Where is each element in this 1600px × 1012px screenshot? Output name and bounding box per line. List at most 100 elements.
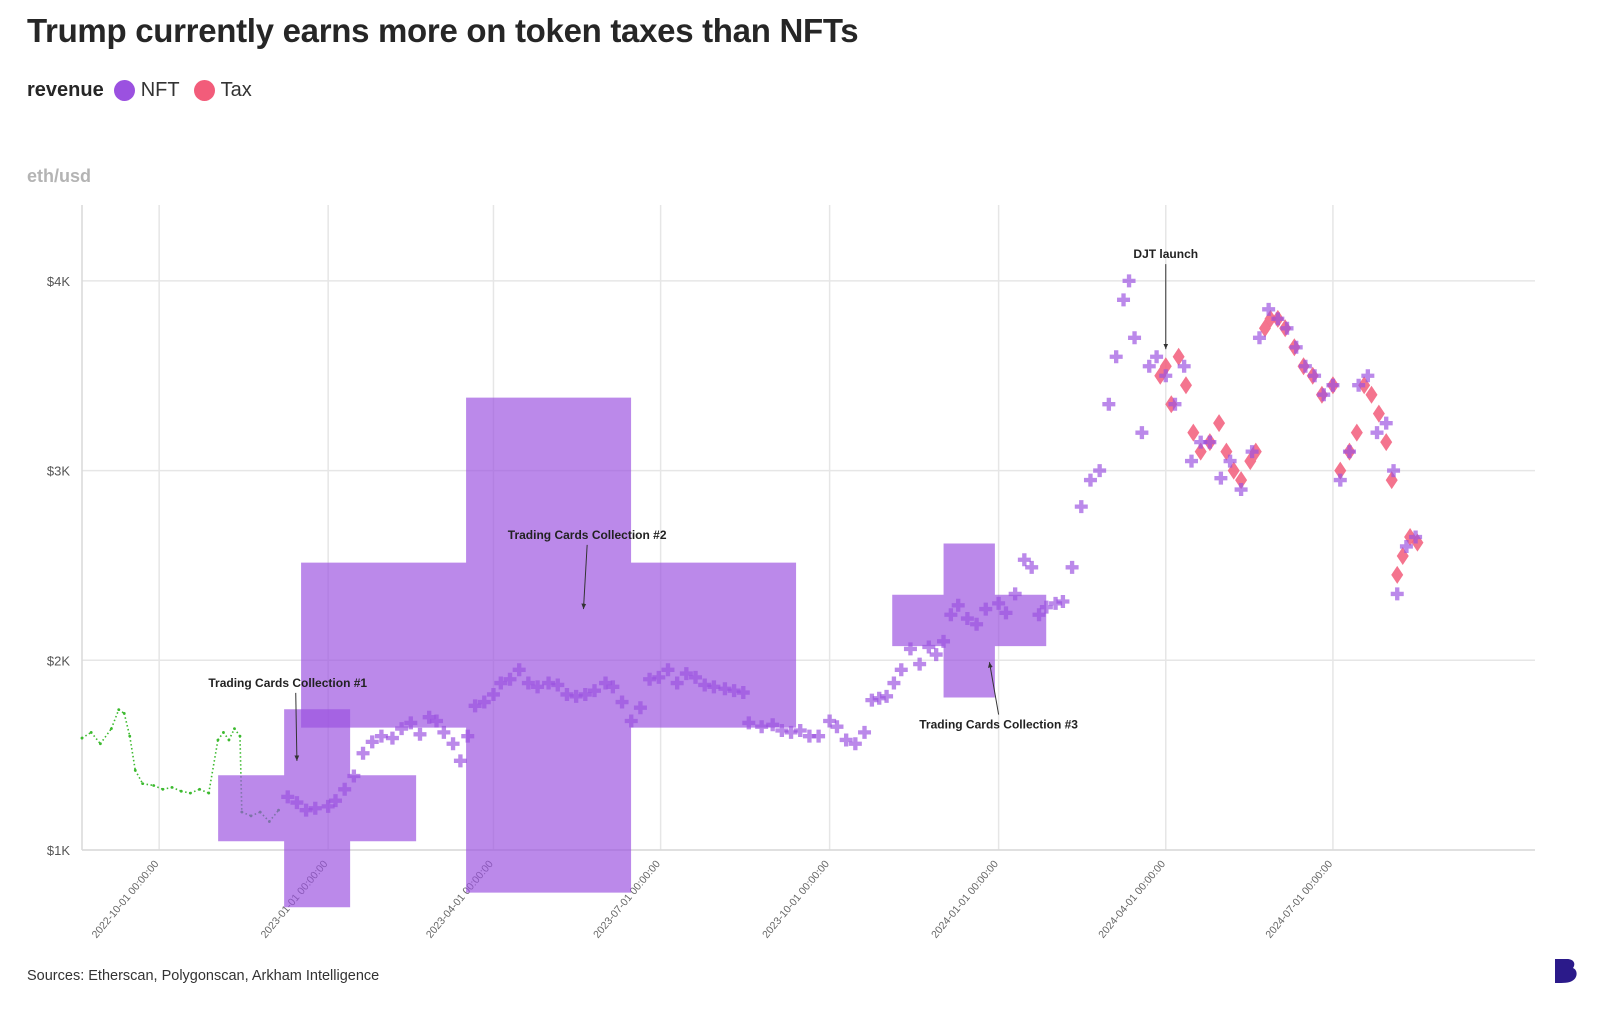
price-point xyxy=(80,736,84,740)
annotation-arrow xyxy=(294,692,300,761)
nft-point xyxy=(1008,587,1022,601)
nft-point xyxy=(385,731,399,745)
nft-point xyxy=(1214,471,1228,485)
price-point xyxy=(133,768,137,772)
nft-point xyxy=(1352,378,1366,392)
x-tick-label: 2022-10-01 00:00:00 xyxy=(90,858,162,940)
price-line-segment xyxy=(110,709,120,729)
price-point xyxy=(141,782,145,786)
nft-point xyxy=(468,699,482,713)
nft-point xyxy=(1399,539,1413,553)
nft-point xyxy=(446,737,460,751)
nft-point xyxy=(661,663,675,677)
tax-point xyxy=(1350,423,1363,442)
nft-point xyxy=(970,617,984,631)
nft-point xyxy=(1168,397,1182,411)
nft-point xyxy=(812,729,826,743)
nft-point xyxy=(1223,454,1237,468)
price-line-segment xyxy=(90,731,101,745)
nft-point xyxy=(1083,473,1097,487)
nft-point xyxy=(718,682,732,696)
price-point xyxy=(216,738,220,742)
nft-point xyxy=(793,723,807,737)
nft-point xyxy=(1379,416,1393,430)
price-line-segment xyxy=(222,731,230,741)
legend-item-nft[interactable]: NFT xyxy=(113,79,180,102)
nft-point xyxy=(624,714,638,728)
nft-point xyxy=(551,678,565,692)
annotation-arrow xyxy=(581,544,588,610)
price-point xyxy=(222,730,225,734)
nft-point xyxy=(512,663,526,677)
nft-point xyxy=(1262,302,1276,316)
nft-point xyxy=(698,678,712,692)
nft-point xyxy=(689,670,703,684)
nft-point xyxy=(1032,608,1046,622)
x-tick-label: 2024-07-01 00:00:00 xyxy=(1263,858,1335,940)
nft-point xyxy=(1109,350,1123,364)
nft-point xyxy=(1333,473,1347,487)
nft-point xyxy=(356,746,370,760)
nft-point xyxy=(727,684,741,698)
price-line-segment xyxy=(233,728,241,737)
nft-point xyxy=(1326,378,1340,392)
nft-point xyxy=(321,799,335,813)
nft-point xyxy=(929,648,943,662)
nft-point xyxy=(1234,483,1248,497)
price-point xyxy=(188,791,192,795)
nft-point xyxy=(775,723,789,737)
nft-point xyxy=(1102,397,1116,411)
price-line-segment xyxy=(199,788,210,794)
price-line-segment xyxy=(99,728,113,745)
price-line-segment xyxy=(153,784,164,791)
nft-point xyxy=(560,687,574,701)
legend-label-tax: Tax xyxy=(220,78,252,101)
nft-collection-markers xyxy=(218,397,1047,908)
nft-point xyxy=(1409,530,1423,544)
price-line-segment xyxy=(207,739,219,794)
nft-point xyxy=(802,729,816,743)
nft-point xyxy=(395,722,409,736)
nft-point xyxy=(1142,359,1156,373)
legend-item-tax[interactable]: Tax xyxy=(193,78,252,102)
nft-point xyxy=(1390,587,1404,601)
nft-point xyxy=(503,672,517,686)
nft-point xyxy=(1280,321,1294,335)
nft-point xyxy=(766,718,780,732)
annotation-label-4: DJT launch xyxy=(1133,247,1198,261)
price-point xyxy=(128,734,132,738)
annotation-label-1: Trading Cards Collection #1 xyxy=(208,676,367,690)
nft-point xyxy=(1308,369,1322,383)
nft-point xyxy=(1194,435,1208,449)
legend: revenue NFT Tax xyxy=(27,76,266,104)
nft-point xyxy=(1122,274,1136,288)
nft-point xyxy=(347,769,361,783)
nft-point xyxy=(903,642,917,656)
nft-point xyxy=(960,612,974,626)
tax-point xyxy=(1194,442,1207,461)
price-line-segment xyxy=(142,782,154,787)
tax-point xyxy=(1213,414,1226,433)
price-point xyxy=(89,730,93,734)
nft-point xyxy=(578,687,592,701)
nft-point xyxy=(1342,445,1356,459)
price-point xyxy=(117,708,121,712)
y-tick-label: $4K xyxy=(47,274,70,289)
nft-point xyxy=(736,686,750,700)
price-line-segment xyxy=(128,736,137,771)
y-tick-label: $3K xyxy=(47,464,70,479)
price-line-segment xyxy=(239,736,243,813)
nft-point xyxy=(880,689,894,703)
nft-point xyxy=(944,608,958,622)
x-tick-label: 2023-10-01 00:00:00 xyxy=(760,858,832,940)
price-line-segment xyxy=(81,731,92,739)
legend-swatch-nft xyxy=(113,79,135,101)
nft-point xyxy=(823,714,837,728)
nft-point xyxy=(606,680,620,694)
price-point xyxy=(233,727,236,730)
nft-point xyxy=(839,733,853,747)
price-line-segment xyxy=(217,731,225,741)
nft-point xyxy=(290,796,304,810)
x-tick-label: 2024-04-01 00:00:00 xyxy=(1096,858,1168,940)
